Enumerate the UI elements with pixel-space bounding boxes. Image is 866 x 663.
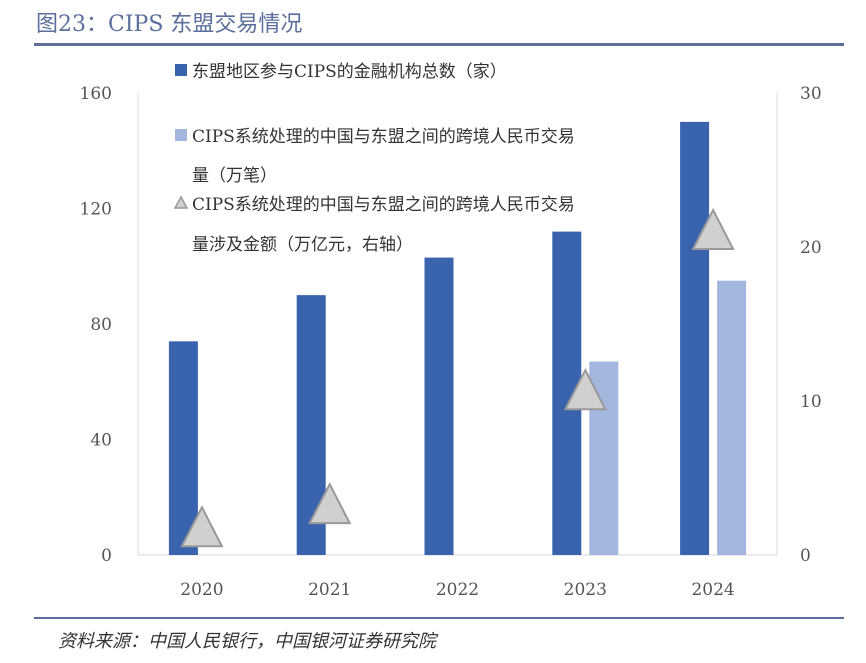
source-note: 资料来源：中国人民银行，中国银河证券研究院: [58, 631, 436, 652]
legend-label-amount: CIPS系统处理的中国与东盟之间的跨境人民币交易: [192, 195, 575, 215]
bar-institutions: [168, 341, 198, 555]
right-tick-label: 20: [800, 238, 822, 258]
legend-label-volume: CIPS系统处理的中国与东盟之间的跨境人民币交易: [192, 127, 575, 147]
bar-institutions: [424, 257, 454, 555]
x-tick-label: 2021: [308, 580, 351, 600]
legend-label-volume-line2: 量（万笔）: [192, 166, 277, 186]
marker-amount: [308, 481, 352, 525]
x-tick-label: 2020: [180, 580, 223, 600]
right-tick-label: 30: [800, 84, 822, 104]
bar-institutions: [680, 121, 710, 555]
right-tick-label: 0: [800, 546, 811, 566]
footer-divider: [34, 617, 844, 619]
legend-label-amount-line2: 量涉及金额（万亿元，右轴）: [192, 235, 413, 255]
left-tick-label: 160: [80, 84, 112, 104]
legend-swatch-amount: [173, 195, 189, 209]
legend-label-institutions: 东盟地区参与CIPS的金融机构总数（家）: [192, 62, 507, 82]
x-tick-label: 2024: [691, 580, 734, 600]
figure-title: 图23：CIPS 东盟交易情况: [36, 12, 303, 37]
marker-amount: [180, 505, 224, 548]
marker-amount: [691, 207, 735, 251]
left-tick-label: 120: [80, 200, 112, 220]
left-tick-label: 80: [90, 315, 112, 335]
x-tick-label: 2022: [436, 580, 479, 600]
legend-swatch-volume: [175, 129, 187, 141]
left-tick-label: 40: [90, 431, 112, 451]
marker-amount: [563, 368, 607, 411]
x-tick-label: 2023: [564, 580, 607, 600]
legend-swatch-institutions: [175, 64, 187, 76]
bar-volume: [717, 280, 747, 555]
chart: 0 40 80 120 160 0 10 20 30 2020 2021 2022 2023 2024 东盟…: [80, 62, 822, 600]
left-tick-label: 0: [101, 546, 112, 566]
title-divider: [34, 43, 844, 46]
right-tick-label: 10: [800, 392, 822, 412]
